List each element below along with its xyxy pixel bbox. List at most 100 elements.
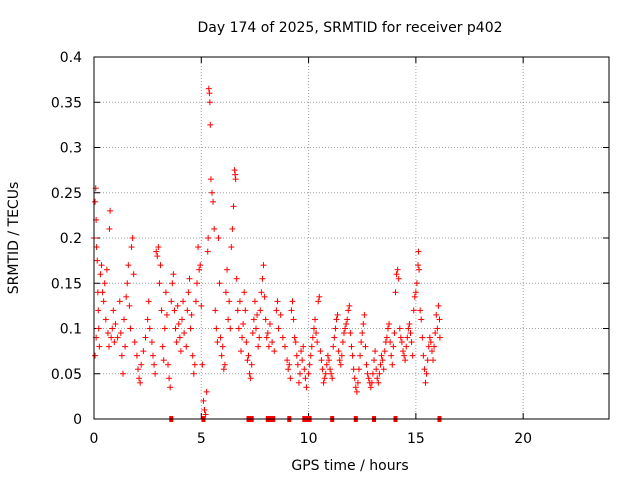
data-point	[372, 348, 379, 355]
data-point	[357, 352, 364, 359]
data-point	[336, 357, 343, 364]
data-point	[379, 357, 386, 364]
data-point	[243, 339, 250, 346]
data-point	[324, 352, 331, 359]
data-point	[427, 339, 434, 346]
data-point	[174, 302, 181, 309]
data-point	[207, 176, 214, 183]
data-point	[137, 379, 144, 386]
data-point	[291, 334, 298, 341]
data-point	[201, 406, 208, 413]
data-points	[91, 85, 443, 418]
data-point	[419, 334, 426, 341]
data-point	[308, 343, 315, 350]
data-point	[186, 275, 193, 282]
data-point	[175, 320, 182, 327]
data-point	[117, 330, 124, 337]
data-point	[408, 339, 415, 346]
data-point	[173, 339, 180, 346]
data-point	[124, 280, 131, 287]
data-point	[360, 320, 367, 327]
data-point	[96, 343, 103, 350]
data-point	[229, 225, 236, 232]
data-point	[168, 298, 175, 305]
data-point	[125, 262, 132, 269]
data-point	[226, 298, 233, 305]
data-point	[391, 330, 398, 337]
data-point	[187, 325, 194, 332]
data-point	[130, 271, 137, 278]
data-point	[298, 348, 305, 355]
y-tick-label: 0.15	[51, 276, 82, 292]
data-point	[290, 316, 297, 323]
data-point	[131, 339, 138, 346]
data-point	[100, 298, 107, 305]
data-point	[435, 302, 442, 309]
data-point	[214, 339, 221, 346]
data-point	[251, 298, 258, 305]
data-point	[165, 361, 172, 368]
data-point	[346, 302, 353, 309]
data-point	[225, 316, 232, 323]
data-point	[288, 307, 295, 314]
data-point	[134, 366, 141, 373]
data-point	[314, 339, 321, 346]
data-point	[162, 289, 169, 296]
data-point	[273, 307, 280, 314]
data-point	[394, 266, 401, 273]
data-point	[353, 388, 360, 395]
data-point	[300, 343, 307, 350]
data-point	[177, 348, 184, 355]
data-point	[211, 225, 218, 232]
y-tick-label: 0.3	[60, 141, 82, 157]
data-point	[292, 339, 299, 346]
data-point	[363, 361, 370, 368]
data-point	[398, 339, 405, 346]
data-point	[166, 375, 173, 382]
data-point	[286, 361, 293, 368]
data-point	[256, 334, 263, 341]
data-point	[207, 121, 214, 128]
data-point	[176, 334, 183, 341]
data-point	[245, 352, 252, 359]
data-point	[295, 379, 302, 386]
data-point	[171, 307, 178, 314]
data-point	[195, 244, 202, 251]
data-point	[158, 307, 165, 314]
data-point	[119, 370, 126, 377]
data-point	[284, 357, 291, 364]
plot-frame	[93, 56, 610, 420]
data-point	[190, 370, 197, 377]
data-point	[401, 352, 408, 359]
x-tick-label: 15	[407, 431, 425, 447]
data-point	[350, 366, 357, 373]
data-point	[329, 375, 336, 382]
data-point	[107, 207, 114, 214]
data-point	[92, 352, 99, 359]
data-point	[384, 325, 391, 332]
data-point	[140, 348, 147, 355]
data-point	[325, 357, 332, 364]
data-point	[257, 307, 264, 314]
data-point	[321, 375, 328, 382]
data-point	[205, 235, 212, 241]
data-point	[307, 352, 314, 359]
data-point	[160, 357, 167, 364]
data-point	[319, 366, 326, 373]
data-point	[258, 289, 265, 296]
data-point	[206, 90, 213, 97]
data-point	[395, 275, 402, 282]
data-point	[428, 348, 435, 355]
data-point	[339, 339, 346, 346]
data-point	[416, 266, 423, 273]
y-tick-label: 0	[73, 412, 82, 428]
data-point	[228, 244, 235, 251]
data-point	[406, 320, 413, 327]
data-point	[407, 330, 414, 337]
data-point	[433, 311, 440, 318]
data-point	[409, 352, 416, 359]
data-point	[218, 352, 225, 359]
data-point	[209, 189, 216, 196]
y-tick-label: 0.1	[60, 322, 82, 338]
data-point	[423, 370, 430, 377]
